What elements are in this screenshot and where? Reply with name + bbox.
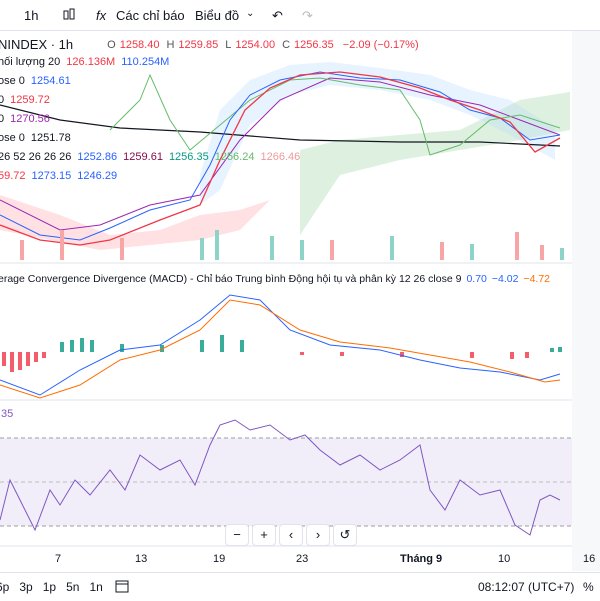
macd-label: erage Convergence Divergence (MACD) - Ch… [0,273,462,285]
band [200,62,555,205]
chart-type-button[interactable]: Biểu đồ [195,8,240,23]
x-axis-label: 10 [498,553,511,565]
legend-value: 1270.56 [10,113,50,125]
bottom-bar: 6p 3p 1p 5n 1n 08:12:07 (UTC+7) % [0,572,600,601]
legend-value: 1254.61 [30,75,71,87]
x-axis-label: Tháng 9 [400,553,443,565]
legend-value: 1246.29 [77,170,118,182]
rsi-value-text: .35 [0,408,14,420]
legend-row: hối lượng 20 126.136M 110.254M [0,56,169,68]
ohlc-value: 1254.00 [235,38,276,51]
chevron[interactable]: ⌄ [246,8,255,19]
ohlc-key: C [282,38,291,51]
change: −2.09 (−0.17%) [342,38,419,51]
zoom-control[interactable]: ↺ [333,524,357,546]
symbol: NINDEX · 1h [0,37,74,52]
candle-icon[interactable] [62,7,76,23]
zoom-control[interactable]: ‹ [279,524,303,546]
legend-row: ose 0 1254.61 [0,75,71,87]
macd-value: −4.72 [523,273,551,285]
legend-value: 1259.61 [123,151,163,163]
range-button[interactable]: 1p [42,580,57,594]
legend-row: 26 52 26 26 26 1252.86 1259.61 1256.35 1256.… [0,151,300,163]
macd-line [0,294,561,396]
macd-histogram [2,352,529,372]
redo-button[interactable]: ↷ [302,8,313,23]
legend-label: 0 [0,94,5,106]
undo-button[interactable]: ↶ [272,8,283,23]
legend-value: 1259.72 [10,94,50,106]
ohlc-value: 1259.85 [178,38,219,51]
calendar-icon[interactable] [114,578,130,594]
ohlc: O 1258.40 H 1259.85 L 1254.00 C 1256.35 [107,39,337,51]
range-button[interactable]: 3p [19,580,33,594]
legend-label: ose 0 [0,132,25,144]
ma-line [0,77,561,231]
legend-row: 0 1270.56 [0,113,50,125]
x-axis-label: 7 [55,553,62,565]
legend-value: 110.254M [121,56,170,68]
legend-value: 1256.35 [168,151,209,163]
legend-row: 59.72 1273.15 1246.29 [0,170,117,182]
indicators-button[interactable]: Các chỉ báo [116,8,185,23]
legend-row: ose 0 1251.78 [0,132,71,144]
cloud [0,195,270,250]
x-axis-label: 16 [583,553,596,565]
x-axis-label: 19 [213,553,226,565]
zoom-control[interactable]: › [306,524,330,546]
ohlc-value: 1256.35 [294,38,334,51]
legend-label: 26 52 26 26 26 [0,151,72,163]
macd-value: 0.70 [466,273,487,285]
interval-button[interactable]: 1h [24,8,39,23]
clock: 08:12:07 (UTC+7) [478,580,575,594]
lagging-line [109,73,561,156]
legend-value: 1252.86 [77,151,118,163]
legend-value: 1273.15 [31,170,72,182]
legend-value: 1256.24 [214,151,255,163]
zoom-control[interactable]: − [225,524,249,546]
legend-value: 1266.46 [260,151,301,163]
legend-label: 59.72 [0,170,26,182]
ohlc-key: H [166,38,175,51]
rsi-line [0,419,561,536]
x-axis-label: 23 [296,553,309,565]
volume [200,230,564,260]
ohlc-key: O [107,38,116,51]
range-button[interactable]: 5n [66,580,80,594]
zoom-control[interactable]: + [252,524,276,546]
legend-label: 0 [0,113,5,125]
legend-value: 1251.78 [30,132,71,144]
rsi-value: .35 [0,408,13,420]
cloud [300,92,570,235]
range-button[interactable]: 1n [89,580,103,594]
signal-line [0,299,561,399]
legend-main: NINDEX · 1h O 1258.40 H 1259.85 L 1254.00 C 125… [0,37,419,52]
percent-toggle[interactable]: % [583,580,594,594]
legend-label: hối lượng 20 [0,56,61,68]
price-line [0,71,561,246]
price-line [0,71,561,241]
price-scale [572,31,600,571]
macd-value: −4.02 [491,273,519,285]
volume [20,230,544,260]
macd-legend: erage Convergence Divergence (MACD) - Ch… [0,273,550,285]
fx-icon[interactable]: fx [96,8,107,23]
legend-value: 126.136M [66,56,116,68]
ohlc-key: L [225,38,232,51]
toolbar: 1h fx Các chỉ báo Biểu đồ ⌄ ↶ ↷ [0,0,600,31]
range-button[interactable]: 6p [0,580,10,594]
legend-label: ose 0 [0,75,25,87]
ma-line [0,104,561,147]
ohlc-value: 1258.40 [119,38,160,51]
legend-row: 0 1259.72 [0,94,50,106]
x-axis-label: 13 [135,553,148,565]
